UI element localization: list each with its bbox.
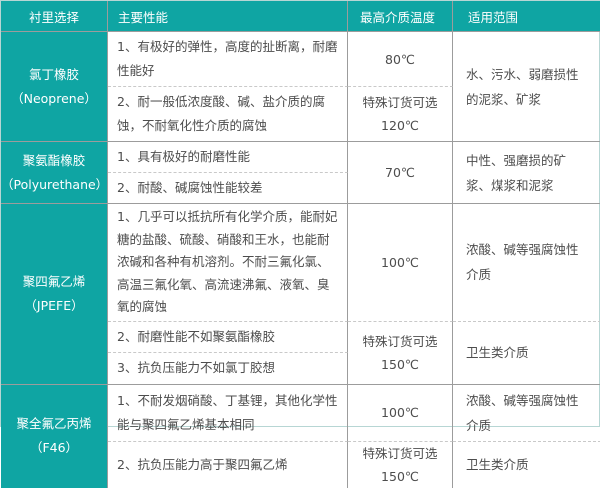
perf-f46-2: 2、抗负压能力高于聚四氟乙烯: [108, 440, 348, 488]
material-name-en: （Polyurethane）: [1, 176, 108, 192]
perf-ptfe-3: 3、抗负压能力不如氯丁胶想: [108, 351, 348, 384]
material-name-en: （JPEFE）: [24, 297, 84, 313]
material-name: 聚全氟乙丙烯: [16, 416, 92, 431]
header-scope: 适用范围: [453, 1, 600, 31]
temp-f46-2: 特殊订货可选 150℃: [348, 440, 453, 488]
header-max-temp: 最高介质温度: [348, 1, 453, 31]
perf-polyurethane-2: 2、耐酸、碱腐蚀性能较差: [108, 172, 348, 203]
scope-f46-2: 卫生类介质: [453, 440, 600, 488]
temp-value: 150℃: [381, 468, 419, 484]
perf-ptfe-2: 2、耐磨性能不如聚氨酯橡胶: [108, 320, 348, 352]
perf-ptfe-1: 1、几乎可以抵抗所有化学介质，能耐妃糖的盐酸、硫酸、硝酸和王水，也能耐浓碱和各种…: [108, 203, 348, 321]
material-name: 聚四氟乙烯: [22, 273, 86, 289]
material-f46: 聚全氟乙丙烯 （F46）: [1, 383, 108, 488]
header-lining: 衬里选择: [1, 1, 108, 31]
material-name-en: （Neoprene）: [11, 90, 97, 106]
material-name: 氯丁橡胶: [28, 66, 79, 82]
scope-ptfe-2: 卫生类介质: [453, 320, 600, 384]
perf-f46-1: 1、不耐发烟硝酸、丁基锂，其他化学性能与聚四氟乙烯基本相同: [108, 383, 348, 441]
scope-f46-1: 浓酸、碱等强腐蚀性介质: [453, 383, 600, 441]
material-polyurethane: 聚氨酯橡胶 （Polyurethane）: [1, 141, 108, 203]
temp-ptfe-2: 特殊订货可选 150℃: [348, 320, 453, 384]
material-neoprene: 氯丁橡胶 （Neoprene）: [1, 31, 108, 141]
perf-neoprene-2: 2、耐一般低浓度酸、碱、盐介质的腐蚀，不耐氧化性介质的腐蚀: [108, 86, 348, 141]
material-ptfe: 聚四氟乙烯 （JPEFE）: [1, 203, 108, 384]
perf-neoprene-1: 1、有极好的弹性，高度的扯断离，耐磨性能好: [108, 31, 348, 86]
temp-value: 150℃: [381, 356, 419, 372]
temp-polyurethane: 70℃: [348, 141, 453, 203]
temp-neoprene-1: 80℃: [348, 31, 453, 86]
scope-polyurethane: 中性、强磨损的矿浆、煤浆和泥浆: [453, 141, 600, 203]
temp-ptfe-1: 100℃: [348, 203, 453, 321]
header-performance: 主要性能: [108, 1, 348, 31]
temp-note: 特殊订货可选: [362, 445, 438, 461]
scope-ptfe-1: 浓酸、碱等强腐蚀性介质: [453, 203, 600, 321]
temp-note: 特殊订货可选: [362, 95, 438, 110]
temp-neoprene-2: 特殊订货可选 120℃: [348, 86, 453, 141]
material-name-en: （F46）: [29, 440, 79, 455]
scope-neoprene: 水、污水、弱磨损性的泥浆、矿浆: [453, 31, 600, 141]
material-name: 聚氨酯橡胶: [22, 152, 86, 168]
temp-value: 120℃: [381, 118, 419, 133]
temp-f46-1: 100℃: [348, 383, 453, 441]
temp-note: 特殊订货可选: [362, 333, 438, 349]
perf-polyurethane-1: 1、具有极好的耐磨性能: [108, 141, 348, 172]
